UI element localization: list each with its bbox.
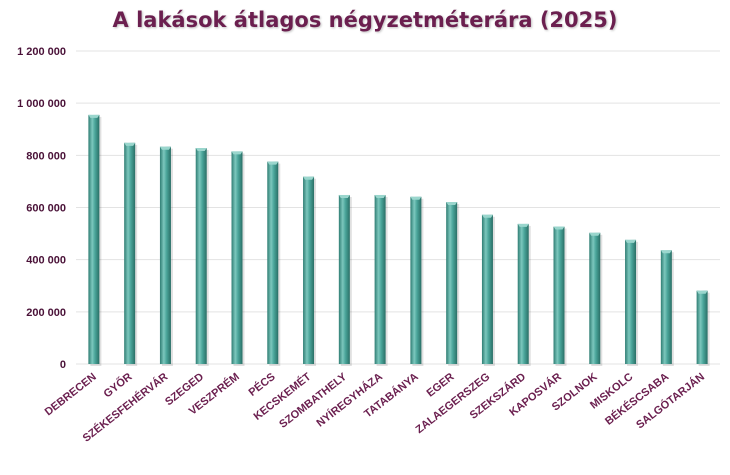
y-tick-label: 200 000 [26, 307, 66, 319]
bar [481, 214, 495, 366]
y-tick-label: 800 000 [26, 150, 66, 162]
y-tick-label: 600 000 [26, 203, 66, 215]
bar [446, 202, 460, 366]
x-tick-label: DEBRECEN [43, 371, 99, 418]
bar [303, 176, 317, 366]
bar [195, 148, 209, 366]
bar [338, 194, 352, 366]
bar [696, 290, 710, 366]
bar [553, 226, 567, 366]
bar [267, 161, 281, 366]
y-axis-ticks: 0 200 000 400 000 600 000 800 000 1 000 000 1 … [17, 46, 66, 371]
chart-title: A lakások átlagos négyzetméterára (2025) [112, 8, 618, 32]
x-tick-label: PÉCS [246, 370, 278, 399]
bar [589, 232, 603, 366]
bar [374, 194, 388, 366]
bar [231, 151, 245, 366]
bar [124, 142, 138, 366]
bar [517, 223, 531, 366]
bar [159, 146, 173, 366]
x-tick-label: EGER [425, 371, 457, 400]
y-tick-label: 1 000 000 [17, 98, 66, 110]
x-tick-label: NYÍREGYHÁZA [314, 370, 385, 430]
y-tick-label: 400 000 [26, 255, 66, 267]
x-axis-ticks: DEBRECEN GYŐRSZÉKESFEHÉRVÁRSZEGEDVESZPRÉM… [43, 370, 707, 445]
bar [410, 196, 424, 366]
bar [625, 239, 639, 366]
y-tick-label: 1 200 000 [17, 46, 66, 58]
bars [88, 114, 710, 366]
bar [88, 114, 102, 366]
bar [660, 250, 674, 366]
y-tick-label: 0 [60, 359, 66, 371]
gridlines [76, 50, 720, 365]
